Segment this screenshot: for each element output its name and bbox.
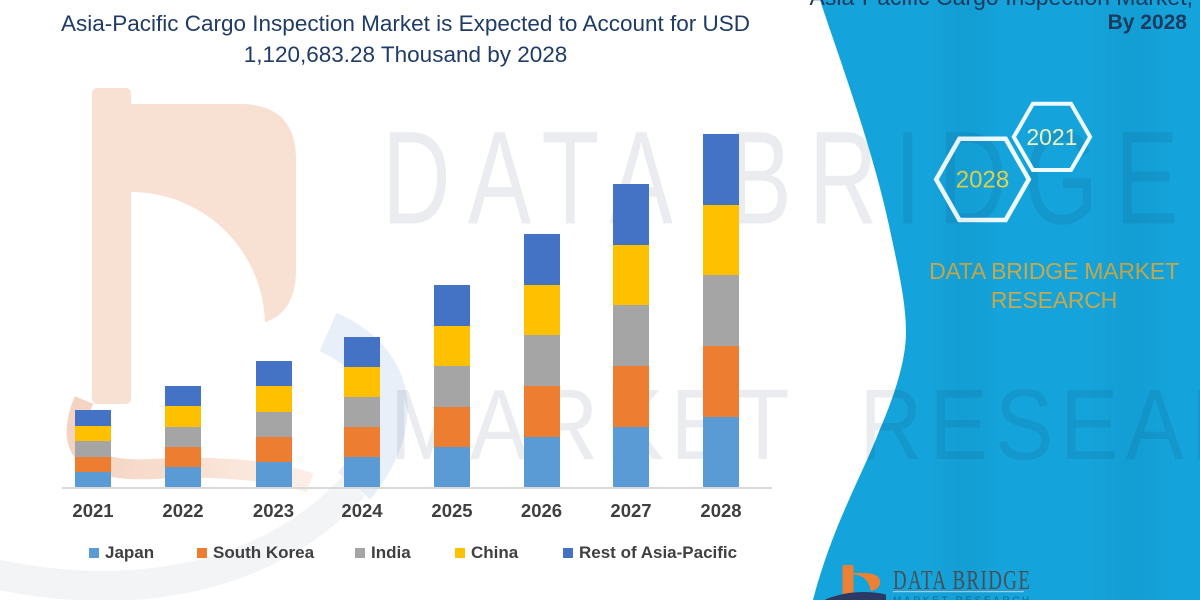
svg-text:DATA BRIDGE: DATA BRIDGE — [893, 566, 1031, 596]
svg-text:2021: 2021 — [1026, 124, 1077, 150]
svg-text:MARKET RESEARCH: MARKET RESEARCH — [893, 596, 1032, 600]
svg-text:2028: 2028 — [956, 167, 1009, 194]
